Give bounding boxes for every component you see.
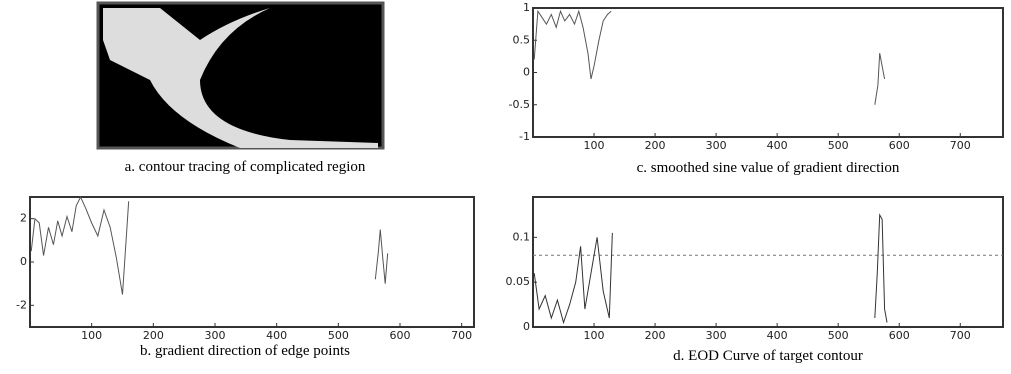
x-tick-label: 300	[706, 329, 727, 342]
x-tick-label: 300	[205, 329, 226, 342]
caption: c. smoothed sine value of gradient direc…	[637, 160, 900, 176]
figure: a. contour tracing of complicated region…	[0, 0, 1011, 374]
x-tick-label: 400	[767, 329, 788, 342]
x-tick-label: 200	[645, 329, 666, 342]
y-tick-label: 0	[523, 66, 530, 79]
x-tick-label: 500	[828, 329, 849, 342]
x-tick-label: 700	[451, 329, 472, 342]
x-tick-label: 600	[889, 139, 910, 152]
x-tick-label: 400	[266, 329, 287, 342]
x-tick-label: 700	[950, 329, 971, 342]
y-tick-label: 0	[20, 255, 27, 268]
plot-frame	[30, 197, 474, 327]
x-tick-label: 300	[706, 139, 727, 152]
caption: b. gradient direction of edge points	[140, 343, 350, 359]
x-tick-label: 500	[828, 139, 849, 152]
y-tick-label: 0.1	[513, 230, 531, 243]
x-tick-label: 600	[889, 329, 910, 342]
y-tick-label: 1	[523, 1, 530, 14]
x-tick-label: 400	[767, 139, 788, 152]
y-tick-label: -0.5	[509, 98, 530, 111]
x-tick-label: 500	[328, 329, 349, 342]
y-tick-label: -2	[16, 298, 27, 311]
x-tick-label: 100	[584, 329, 605, 342]
plot-frame	[533, 197, 1003, 327]
y-tick-label: 2	[20, 212, 27, 225]
x-tick-label: 200	[143, 329, 164, 342]
x-tick-label: 100	[584, 139, 605, 152]
caption: d. EOD Curve of target contour	[673, 348, 863, 364]
y-tick-label: -1	[519, 130, 530, 143]
caption: a. contour tracing of complicated region	[125, 159, 366, 175]
plot-frame	[533, 8, 1003, 137]
y-tick-label: 0.5	[513, 33, 531, 46]
x-tick-label: 700	[950, 139, 971, 152]
x-tick-label: 200	[645, 139, 666, 152]
y-tick-label: 0	[523, 320, 530, 333]
y-tick-label: 0.05	[506, 275, 531, 288]
x-tick-label: 100	[81, 329, 102, 342]
contour-image	[98, 3, 383, 148]
x-tick-label: 600	[390, 329, 411, 342]
